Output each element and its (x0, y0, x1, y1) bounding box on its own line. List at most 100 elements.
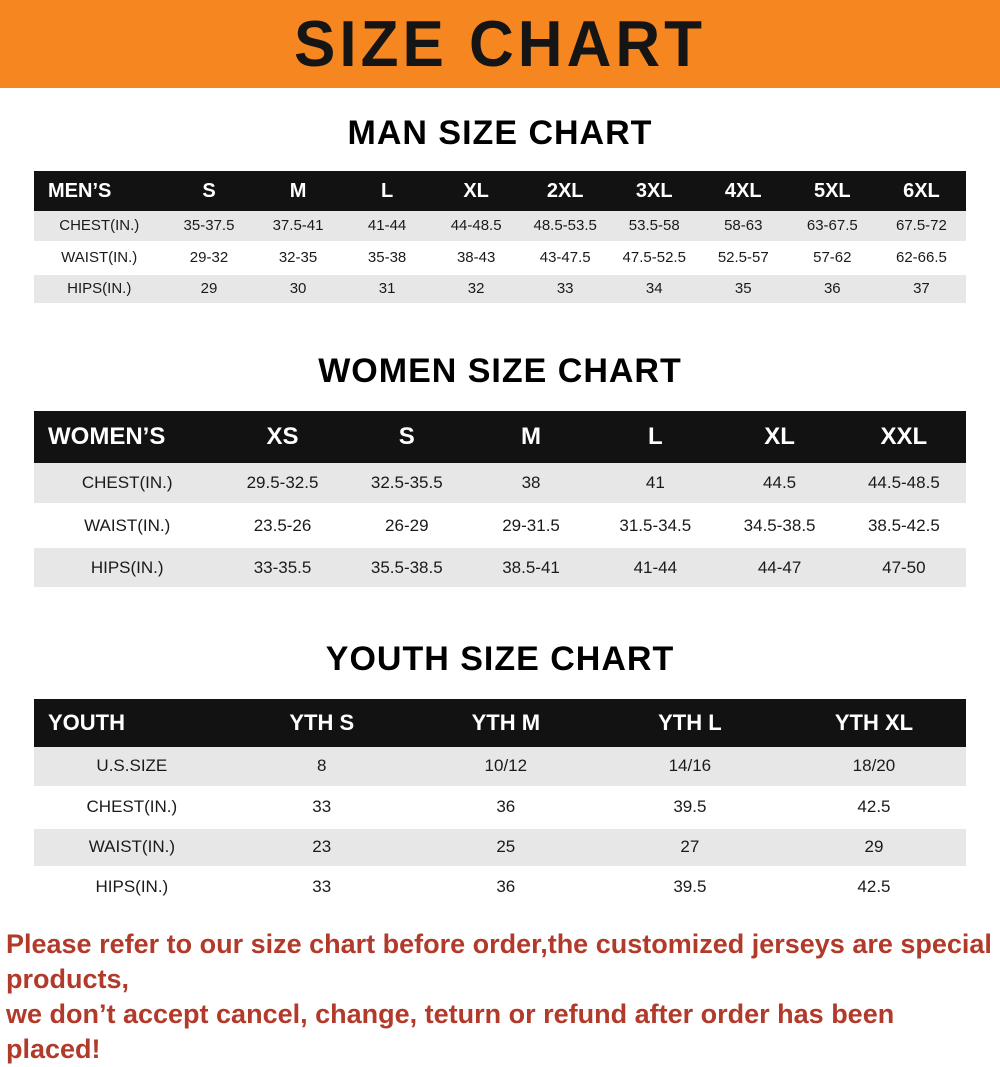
size-value: 44.5 (763, 472, 797, 492)
size-value: 23 (312, 837, 332, 856)
size-value: 26-29 (385, 515, 429, 535)
size-value: 10/12 (484, 756, 528, 776)
table-row: CHEST(IN.) 35-37.5 37.5-41 41-44 44-48.5 48.5… (34, 211, 966, 242)
size-value: 35-38 (367, 249, 407, 266)
table-row: CHEST(IN.) 33 36 39.5 42.5 (34, 787, 966, 827)
size-value: 42.5 (857, 877, 891, 896)
size-value: 35-37.5 (183, 217, 235, 235)
size-column-header: XL (463, 179, 489, 202)
disclaimer-line-1: Please refer to our size chart before or… (6, 928, 992, 994)
row-label: HIPS(IN.) (67, 280, 132, 297)
size-value: 35 (734, 280, 752, 297)
row-label: HIPS(IN.) (95, 877, 169, 896)
size-value: 38.5-41 (502, 557, 560, 577)
man-size-chart-title: MAN SIZE CHART (347, 114, 653, 152)
size-value: 36 (496, 877, 516, 896)
table-row: HIPS(IN.) 29 30 31 32 33 34 35 36 37 (34, 273, 966, 304)
size-column-header: 6XL (903, 179, 940, 202)
size-value: 25 (496, 837, 516, 856)
size-value: 18/20 (852, 756, 896, 776)
size-value: 36 (823, 280, 841, 297)
size-value: 33-35.5 (253, 557, 312, 577)
size-value: 33 (556, 280, 574, 297)
table-label-header: WOMEN’S (48, 422, 166, 450)
disclaimer-note: Please refer to our size chart before or… (6, 927, 994, 1067)
table-row: HIPS(IN.) 33 36 39.5 42.5 (34, 867, 966, 907)
size-value: 35.5-38.5 (370, 557, 443, 577)
size-column-header: M (521, 422, 542, 450)
row-label: CHEST(IN.) (86, 797, 178, 816)
size-value: 29 (864, 837, 884, 856)
size-value: 41-44 (367, 217, 407, 235)
table-row: WAIST(IN.) 23 25 27 29 (34, 827, 966, 867)
banner-title: SIZE CHART (294, 7, 706, 81)
youth-size-table: YOUTH YTH S YTH M YTH L YTH XL U.S.SIZE 8 10/12… (34, 699, 966, 909)
size-value: 42.5 (857, 797, 891, 816)
size-value: 29-32 (189, 249, 229, 266)
size-value: 30 (289, 280, 307, 297)
size-value: 23.5-26 (253, 515, 312, 535)
size-column-header: YTH L (658, 710, 722, 735)
size-value: 33 (312, 797, 332, 816)
row-label: U.S.SIZE (96, 756, 168, 776)
size-value: 14/16 (668, 756, 712, 776)
mens-size-table: MEN’S S M L XL 2XL 3XL 4XL 5XL 6XL CHEST(IN.) 35-37… (34, 171, 966, 306)
size-value: 8 (317, 756, 327, 776)
size-column-header: XXL (880, 422, 928, 450)
size-value: 36 (496, 797, 516, 816)
size-value: 38.5-42.5 (867, 515, 940, 535)
size-column-header: S (398, 422, 415, 450)
size-value: 44-47 (757, 557, 802, 577)
size-value: 47.5-52.5 (622, 249, 686, 266)
size-value: 57-62 (813, 249, 852, 266)
size-value: 31 (378, 280, 396, 297)
size-value: 33 (312, 877, 332, 896)
size-column-header: XL (764, 422, 795, 450)
size-value: 63-67.5 (806, 217, 858, 235)
size-value: 53.5-58 (628, 217, 680, 235)
size-column-header: M (289, 179, 307, 202)
size-value: 29-31.5 (502, 515, 560, 535)
table-row: WAIST(IN.) 23.5-26 26-29 29-31.5 31.5-34.5 34… (34, 504, 966, 547)
size-value: 38 (521, 472, 541, 492)
women-size-chart-section: WOMEN SIZE CHART WOMEN’S XS S M L XL XXL CHEST(… (0, 352, 1000, 591)
size-value: 41-44 (633, 557, 678, 577)
man-size-chart-section: MAN SIZE CHART MEN’S S M L XL 2XL 3XL 4XL 5XL 6XL… (0, 114, 1000, 306)
size-column-header: 5XL (813, 179, 851, 202)
size-column-header: YTH XL (834, 710, 914, 735)
size-value: 39.5 (673, 797, 707, 816)
size-chart-banner: SIZE CHART (0, 0, 1000, 88)
table-label-header: YOUTH (48, 710, 125, 735)
size-column-header: 2XL (546, 179, 584, 202)
table-header-row: WOMEN’S XS S M L XL XXL (34, 410, 966, 463)
row-label: HIPS(IN.) (90, 557, 164, 577)
size-column-header: YTH S (289, 710, 355, 735)
size-column-header: XS (266, 422, 299, 450)
table-row: WAIST(IN.) 29-32 32-35 35-38 38-43 43-47.5 47.… (34, 242, 966, 273)
size-value: 48.5-53.5 (533, 217, 597, 235)
women-size-chart-title: WOMEN SIZE CHART (318, 351, 682, 390)
size-value: 37.5-41 (272, 217, 324, 235)
size-value: 34.5-38.5 (743, 515, 816, 535)
size-value: 58-63 (724, 217, 763, 235)
size-value: 29.5-32.5 (246, 472, 319, 492)
size-column-header: L (380, 179, 394, 202)
row-label: WAIST(IN.) (88, 837, 175, 856)
size-value: 44-48.5 (450, 217, 502, 235)
row-label: WAIST(IN.) (61, 249, 138, 266)
size-value: 67.5-72 (895, 217, 947, 235)
size-column-header: YTH M (471, 710, 541, 735)
table-header-row: YOUTH YTH S YTH M YTH L YTH XL (34, 699, 966, 747)
size-column-header: L (647, 422, 663, 450)
size-value: 47-50 (882, 557, 926, 577)
size-column-header: 3XL (635, 179, 673, 202)
youth-size-chart-title: YOUTH SIZE CHART (325, 640, 675, 678)
size-value: 32.5-35.5 (370, 472, 443, 492)
size-value: 39.5 (673, 877, 707, 896)
size-value: 34 (645, 280, 663, 297)
size-value: 31.5-34.5 (619, 515, 692, 535)
row-label: CHEST(IN.) (59, 217, 140, 235)
size-value: 32 (467, 280, 485, 297)
womens-size-table: WOMEN’S XS S M L XL XXL CHEST(IN.) 29.5-32.5 32.5… (34, 410, 966, 591)
row-label: WAIST(IN.) (84, 515, 171, 535)
